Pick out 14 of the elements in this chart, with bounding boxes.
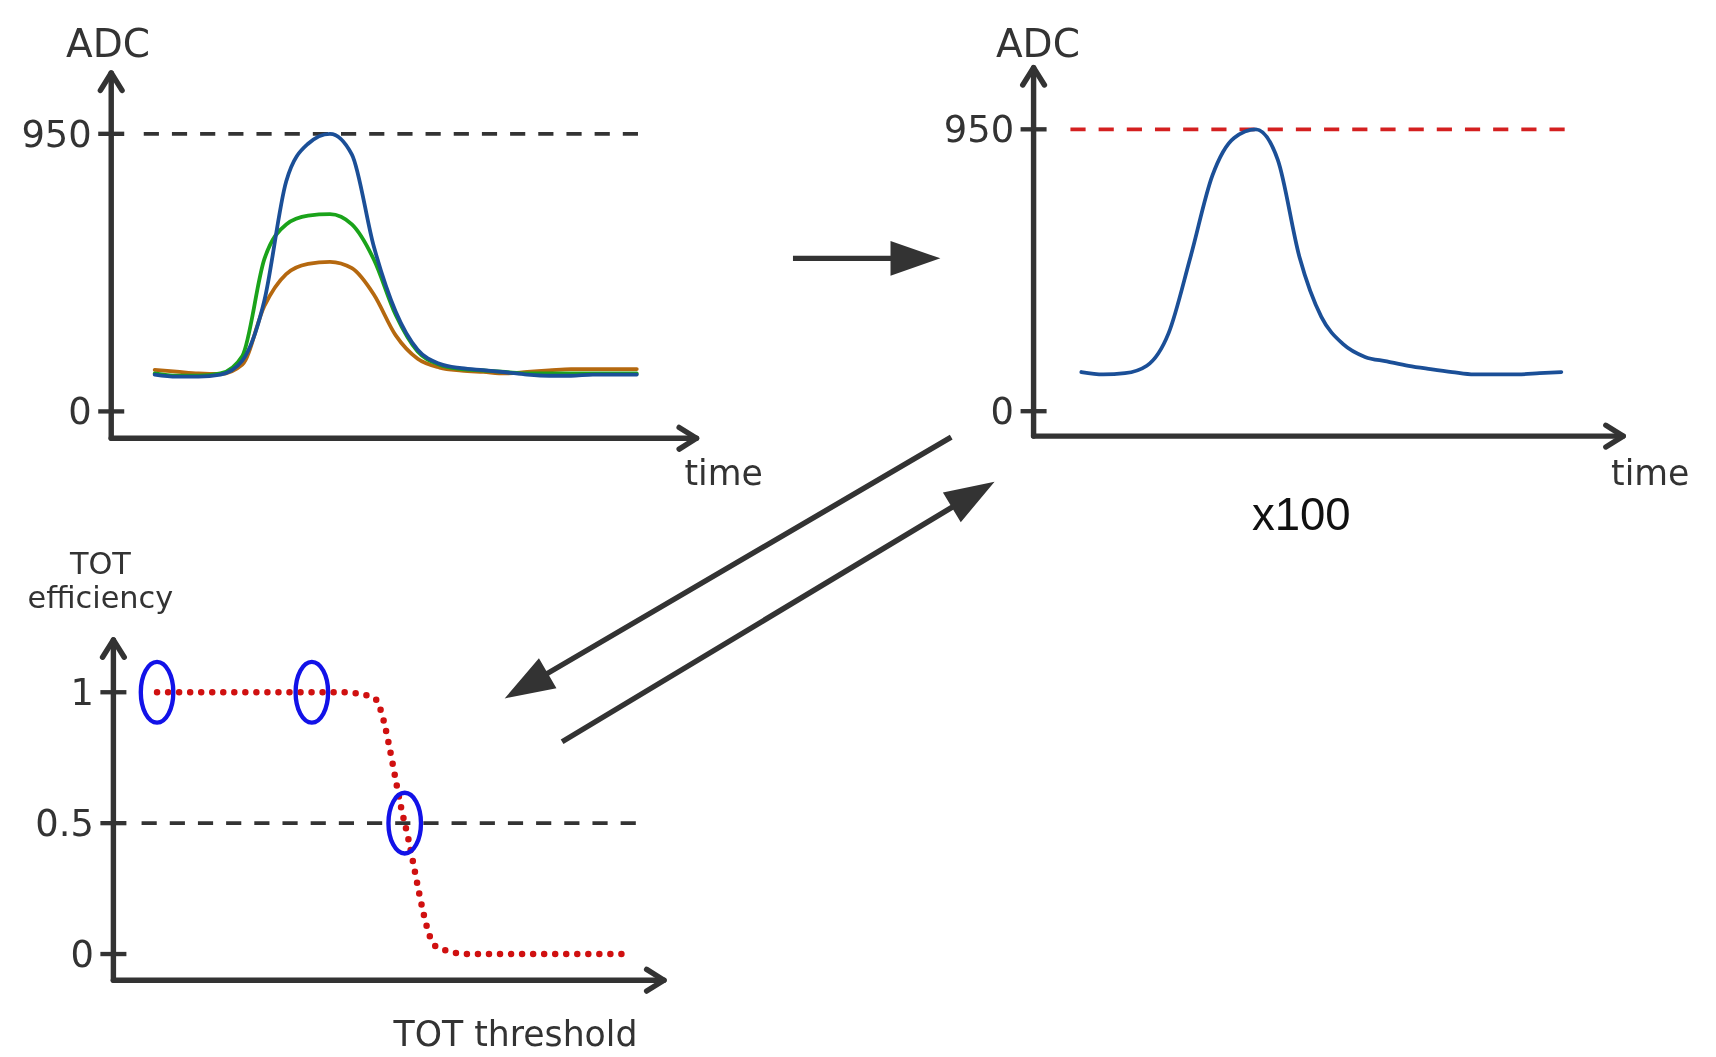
y-tick-label: 0.5: [35, 802, 94, 846]
y-tick-label: 0: [990, 390, 1015, 434]
y-tick-label: 1: [70, 671, 94, 715]
y-tick-label: 950: [21, 112, 92, 156]
x-axis-title: time: [684, 452, 763, 493]
text: x100: [1251, 489, 1351, 541]
y-axis-title: TOT efficiency: [27, 545, 174, 616]
y-axis-title: ADC: [66, 20, 150, 66]
y-tick-label: 0: [70, 932, 94, 976]
y-tick-label: 0: [68, 390, 92, 434]
y-axis-title: ADC: [995, 20, 1080, 66]
x-axis-title: TOT threshold: [392, 1014, 638, 1055]
y-tick-label: 950: [943, 108, 1015, 152]
x-axis-title: time: [1611, 452, 1690, 493]
